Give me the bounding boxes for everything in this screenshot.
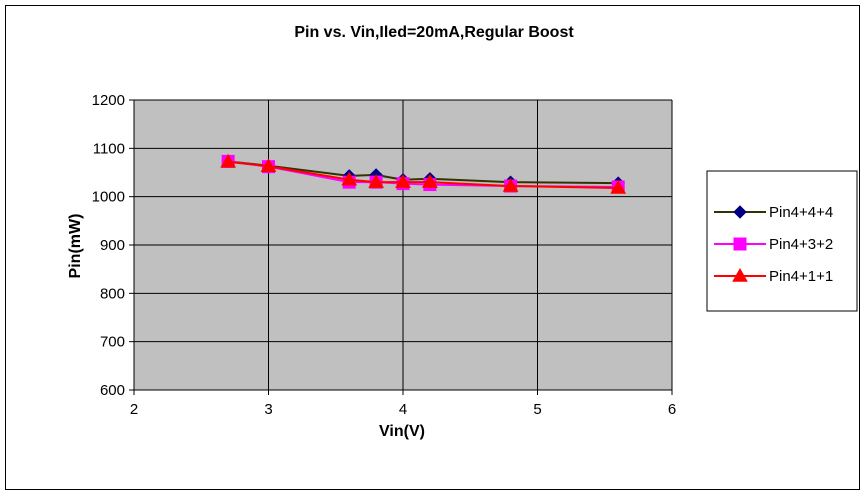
series-3-point-2 bbox=[260, 158, 277, 172]
series-3-point-8 bbox=[610, 179, 627, 194]
series-line-3 bbox=[228, 160, 619, 189]
y-tick-label-900: 900 bbox=[100, 237, 125, 254]
legend-label-1: Pin4+4+4 bbox=[769, 204, 833, 221]
series-3-point-7 bbox=[502, 178, 519, 192]
series-3-point-6 bbox=[422, 174, 438, 188]
series-3-point-1 bbox=[220, 153, 237, 168]
legend-marker-3 bbox=[732, 267, 748, 282]
x-tick-label-5: 5 bbox=[533, 401, 541, 418]
series-line-1 bbox=[228, 160, 619, 185]
x-tick-label-2: 2 bbox=[130, 401, 138, 418]
x-tick-label-4: 4 bbox=[399, 401, 407, 418]
legend-marker-2 bbox=[733, 237, 747, 251]
y-tick-label-1200: 1200 bbox=[92, 92, 125, 109]
series-3-point-4 bbox=[368, 174, 384, 188]
y-tick-label-1000: 1000 bbox=[92, 189, 125, 206]
grid-lines bbox=[134, 99, 673, 390]
y-tick-label-600: 600 bbox=[100, 382, 125, 399]
series-3-point-3 bbox=[341, 171, 358, 186]
legend: Pin4+4+4 Pin4+3+2 Pin4+1+1 bbox=[714, 204, 833, 285]
tick-labels: 600 700 800 900 1000 1100 1200 2 3 4 5 6 bbox=[92, 92, 677, 418]
legend-marker-1 bbox=[733, 205, 747, 219]
series-3 bbox=[220, 153, 627, 194]
y-tick-label-800: 800 bbox=[100, 285, 125, 302]
y-tick-label-1100: 1100 bbox=[93, 140, 125, 157]
x-tick-label-3: 3 bbox=[264, 401, 272, 418]
series-3-point-5 bbox=[395, 174, 411, 188]
x-tick-label-6: 6 bbox=[668, 401, 676, 418]
legend-label-3: Pin4+1+1 bbox=[769, 268, 833, 285]
x-axis-title: Vin(V) bbox=[379, 423, 425, 440]
chart-title: Pin vs. Vin,Iled=20mA,Regular Boost bbox=[294, 24, 574, 41]
legend-box bbox=[706, 170, 858, 312]
series-group bbox=[220, 153, 627, 194]
y-axis-title: Pin(mW) bbox=[67, 214, 84, 279]
y-tick-label-700: 700 bbox=[100, 334, 125, 351]
legend-label-2: Pin4+3+2 bbox=[769, 236, 833, 253]
